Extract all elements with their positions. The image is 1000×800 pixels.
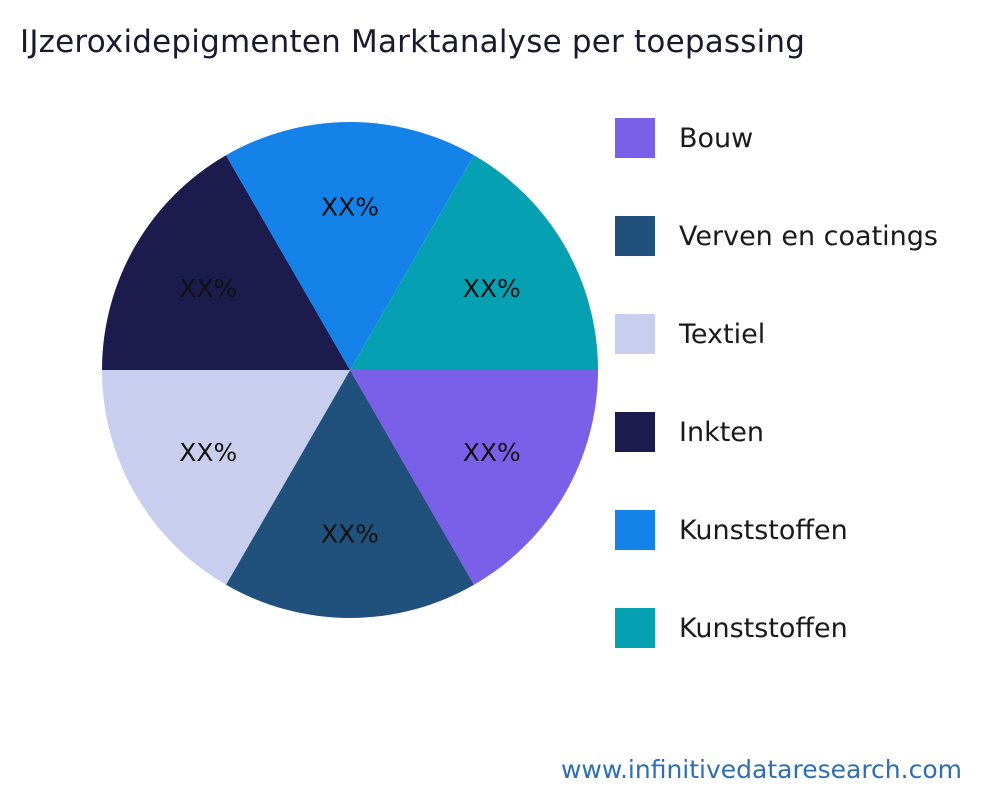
legend-item: Verven en coatings [615, 216, 938, 256]
legend: Bouw Verven en coatings Textiel Inkten Kunst… [615, 118, 938, 648]
legend-item: Kunststoffen [615, 608, 938, 648]
legend-item: Bouw [615, 118, 938, 158]
pie-slice-2 [102, 370, 350, 585]
legend-swatch [615, 608, 655, 648]
legend-swatch [615, 314, 655, 354]
legend-swatch [615, 216, 655, 256]
legend-label: Textiel [679, 318, 766, 350]
pie-slice-label: XX% [321, 520, 379, 549]
chart-title: IJzeroxidepigmenten Marktanalyse per toe… [20, 24, 806, 60]
pie-slice-0 [350, 370, 598, 585]
footer-website-link[interactable]: www.infinitivedataresearch.com [560, 755, 962, 784]
pie-slice-label: XX% [321, 192, 379, 221]
legend-label: Inkten [679, 416, 765, 448]
legend-item: Inkten [615, 412, 938, 452]
pie-slice-label: XX% [463, 438, 521, 467]
legend-item: Textiel [615, 314, 938, 354]
legend-swatch [615, 118, 655, 158]
legend-label: Verven en coatings [679, 220, 938, 252]
legend-swatch [615, 412, 655, 452]
pie-slice-1 [226, 370, 474, 618]
legend-label: Kunststoffen [679, 612, 848, 644]
pie-slice-label: XX% [179, 274, 237, 303]
legend-label: Kunststoffen [679, 514, 848, 546]
pie-slice-5 [350, 155, 598, 370]
legend-swatch [615, 510, 655, 550]
pie-slice-4 [226, 122, 474, 371]
pie-slice-3 [102, 155, 350, 370]
pie-slice-label: XX% [179, 438, 237, 467]
pie-slice-label: XX% [463, 274, 521, 303]
pie-chart-container: XX% XX% XX% XX% XX% XX% [100, 120, 600, 620]
legend-label: Bouw [679, 122, 754, 154]
pie-chart: XX% XX% XX% XX% XX% XX% [102, 122, 598, 618]
legend-item: Kunststoffen [615, 510, 938, 550]
